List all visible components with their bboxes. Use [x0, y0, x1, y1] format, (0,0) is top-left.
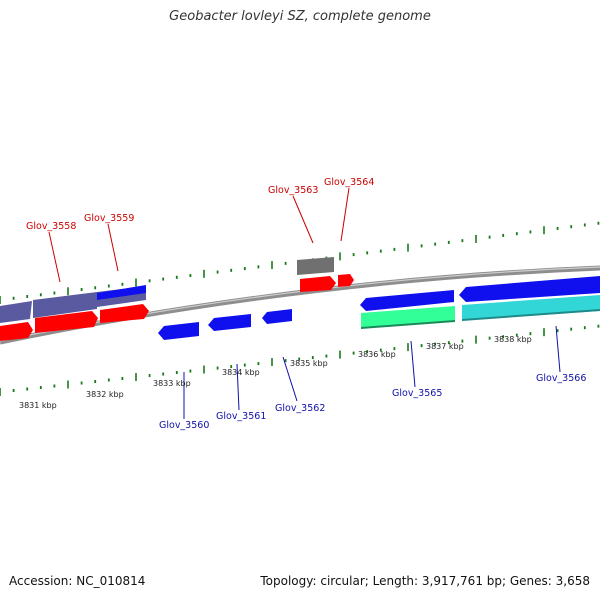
leader-line-glov-3563: [292, 195, 314, 244]
gene-label-glov-3566: Glov_3566: [536, 373, 586, 384]
gene-label-glov-3560: Glov_3560: [159, 420, 209, 431]
reverse-cds-glov-3565-top: [360, 290, 454, 311]
scale-label: 3831 kbp: [19, 401, 57, 410]
leader-line-glov-3564: [340, 187, 350, 242]
gene-label-glov-3561: Glov_3561: [216, 411, 266, 422]
gene-label-glov-3565: Glov_3565: [392, 388, 442, 399]
scale-ticks-bottom: [0, 324, 600, 396]
forward-cds-glov-3563: [300, 276, 336, 292]
reverse-cds-glov-3562: [262, 309, 292, 324]
scale-label: 3834 kbp: [222, 368, 260, 377]
leader-line-glov-3562: [282, 356, 298, 402]
leader-line-glov-3558: [48, 231, 61, 283]
scale-label: 3838 kbp: [494, 335, 532, 344]
accession-label: Accession: NC_010814: [9, 574, 146, 588]
pseudo-gene-glov-3563: [297, 257, 334, 275]
leader-line-glov-3561: [236, 363, 240, 411]
scale-label: 3837 kbp: [426, 342, 464, 351]
scale-label: 3836 kbp: [358, 350, 396, 359]
scale-label: 3833 kbp: [153, 379, 191, 388]
forward-cds-glov-3559: [100, 304, 149, 323]
forward-cds-left: [0, 322, 33, 341]
genome-title: Geobacter lovleyi SZ, complete genome: [169, 9, 431, 24]
scale-label: 3832 kbp: [86, 390, 124, 399]
reverse-cds-glov-3561: [208, 314, 251, 331]
gene-label-glov-3564: Glov_3564: [324, 177, 374, 188]
gene-label-glov-3562: Glov_3562: [275, 403, 325, 414]
slate-feature-left: [0, 301, 32, 323]
gene-label-glov-3563: Glov_3563: [268, 185, 318, 196]
scale-label: 3835 kbp: [290, 359, 328, 368]
cyan-shadow: [462, 309, 600, 321]
gene-label-glov-3558: Glov_3558: [26, 221, 76, 232]
forward-cds-glov-3558: [35, 311, 98, 333]
leader-line-glov-3559: [107, 223, 119, 272]
cyan-feature-glov-3566: [462, 295, 600, 320]
scale-ticks-top: [0, 221, 600, 304]
leader-line-glov-3565: [410, 340, 416, 388]
genome-stats-label: Topology: circular; Length: 3,917,761 bp…: [260, 574, 590, 588]
slate-feature-glov-3558: [33, 292, 97, 318]
gene-label-glov-3559: Glov_3559: [84, 213, 134, 224]
reverse-cds-glov-3559: [97, 285, 146, 300]
reverse-cds-glov-3560: [158, 322, 199, 340]
spring-green-shadow: [361, 320, 455, 329]
leader-line-glov-3566: [555, 325, 561, 373]
reverse-cds-glov-3566-top: [459, 276, 600, 302]
forward-cds-glov-3564: [338, 274, 354, 287]
